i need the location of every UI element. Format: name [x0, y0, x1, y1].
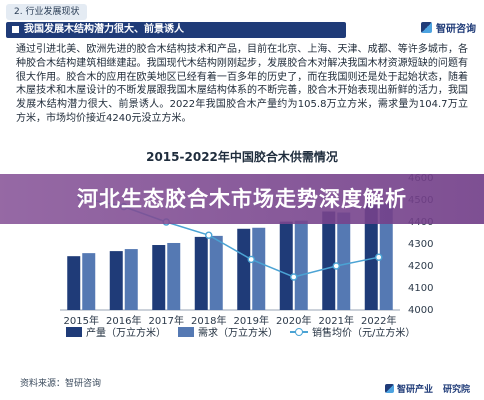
bar-production	[109, 251, 123, 310]
bar-production	[194, 236, 208, 310]
chart-title: 2015-2022年中国胶合木供需情况	[146, 150, 338, 164]
bar-demand	[294, 220, 308, 310]
bar-production	[152, 245, 166, 310]
bar-production	[237, 228, 251, 310]
legend-label-production: 产量（万立方米）	[86, 328, 166, 339]
x-tick-label: 2015年	[64, 314, 99, 325]
legend-swatch-demand	[178, 327, 194, 337]
x-tick-label: 2022年	[361, 314, 396, 325]
price-point	[205, 231, 213, 239]
y2-tick-label: 4000	[408, 305, 433, 316]
section-header-bar: 我国发展木结构潜力很大、前景诱人	[6, 22, 346, 38]
bar-production	[67, 256, 81, 310]
body-paragraph: 通过引进北美、欧洲先进的胶合木结构技术和产品，目前在北京、上海、天津、成都、等许…	[16, 44, 468, 124]
data-source: 资料来源：智研咨询	[20, 379, 102, 389]
x-tick-label: 2021年	[319, 314, 354, 325]
legend-swatch-price	[290, 327, 308, 337]
footer-brand: 智研产业 研究院	[375, 382, 470, 395]
x-tick-label: 2020年	[276, 314, 311, 325]
footer-logo-icon	[384, 384, 394, 393]
bar-demand	[167, 242, 181, 310]
legend-label-price: 销售均价（元/立方米）	[312, 328, 416, 339]
section-header-title: 我国发展木结构潜力很大、前景诱人	[24, 24, 184, 35]
x-tick-label: 2018年	[191, 314, 226, 325]
footer-brand-1: 智研产业	[396, 385, 433, 395]
overlay-title: 河北生态胶合木市场走势深度解析	[77, 187, 407, 211]
bar-demand	[124, 249, 138, 310]
legend-item-price: 销售均价（元/立方米）	[290, 326, 415, 342]
legend-label-demand: 需求（万立方米）	[198, 328, 278, 339]
x-tick-label: 2017年	[149, 314, 184, 325]
price-point	[290, 273, 298, 281]
bar-demand	[379, 203, 393, 310]
zhiyan-logo-icon	[421, 22, 432, 33]
x-tick-label: 2016年	[106, 314, 141, 325]
bar-demand	[209, 235, 223, 310]
bar-demand	[252, 227, 266, 310]
bar-production	[279, 221, 293, 310]
footer-brand-2: 研究院	[442, 385, 470, 395]
y2-tick-label: 4300	[408, 239, 433, 250]
header-square-icon	[12, 26, 19, 33]
legend-item-production: 产量（万立方米）	[66, 326, 166, 342]
y2-tick-label: 4100	[408, 283, 433, 294]
supply-demand-chart: 46004500440043004200410040002015年2016年20…	[60, 173, 433, 325]
price-point	[375, 253, 383, 261]
price-point	[332, 262, 340, 270]
price-point	[247, 255, 255, 264]
brand-name: 智研咨询	[436, 24, 476, 35]
bar-production	[364, 202, 378, 310]
bar-demand	[337, 212, 351, 310]
overlay-banner	[0, 174, 484, 224]
bar-production	[322, 211, 336, 310]
x-tick-label: 2019年	[234, 314, 269, 325]
legend-swatch-production	[66, 327, 82, 337]
y2-tick-label: 4200	[408, 261, 433, 272]
section-tab: 2. 行业发展现状	[6, 4, 88, 20]
legend-item-demand: 需求（万立方米）	[178, 326, 278, 342]
bar-demand	[82, 253, 96, 310]
brand: 智研咨询	[421, 22, 476, 38]
